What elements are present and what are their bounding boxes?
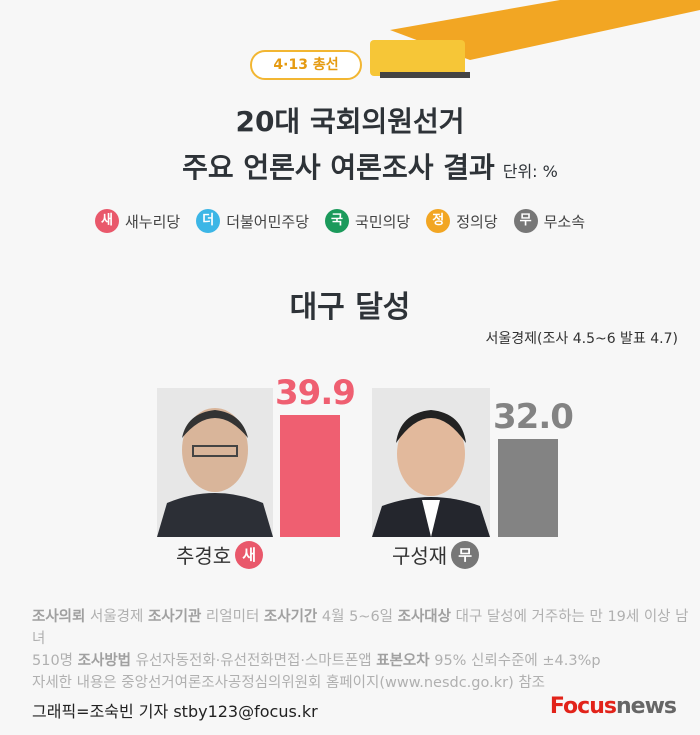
candidate-photo-2 bbox=[372, 388, 490, 537]
ballot-hand-illustration bbox=[370, 0, 700, 78]
event-label: 4·13 총선 bbox=[250, 50, 362, 80]
note-segment: 95% 신뢰수준에 ±4.3%p bbox=[429, 653, 601, 669]
candidate-name-1: 추경호 새 bbox=[176, 540, 264, 569]
note-segment: 조사대상 bbox=[397, 609, 451, 625]
bar-value-label: 39.9 bbox=[275, 372, 356, 413]
notes-line1: 조사의뢰 서울경제 조사기관 리얼미터 조사기간 4월 5~6일 조사대상 대구… bbox=[32, 606, 700, 650]
note-segment: 4월 5~6일 bbox=[317, 609, 398, 625]
poll-source: 서울경제(조사 4.5~6 발표 4.7) bbox=[485, 331, 678, 347]
bar bbox=[280, 414, 340, 537]
legend-item: 새 새누리당 bbox=[95, 209, 180, 233]
party-legend: 새 새누리당 더 더불어민주당 국 국민의당 정 정의당 무 무소속 bbox=[95, 209, 585, 233]
note-segment: 조사기관 bbox=[147, 609, 202, 625]
region-title: 대구 달성 bbox=[289, 290, 411, 325]
graphic-credit: 그래픽=조숙빈 기자 stby123@focus.kr bbox=[32, 702, 318, 721]
party-badge: 국 bbox=[325, 209, 350, 233]
legend-item: 국 국민의당 bbox=[325, 209, 410, 233]
candidate-photo-1 bbox=[157, 388, 273, 537]
note-segment: 510명 bbox=[32, 653, 78, 669]
note-segment: 표본오차 bbox=[376, 653, 430, 669]
legend-label: 새누리당 bbox=[125, 212, 181, 231]
note-segment: 대구 달성에 거주하는 만 19세 이상 남녀 bbox=[32, 609, 689, 647]
party-badge: 정 bbox=[426, 209, 451, 233]
legend-item: 더 더불어민주당 bbox=[196, 209, 309, 233]
party-badge: 무 bbox=[451, 540, 480, 569]
notes-line2: 510명 조사방법 유선자동전화·유선전화면접·스마트폰앱 표본오차 95% 신… bbox=[32, 650, 700, 672]
note-segment: 서울경제 bbox=[85, 609, 148, 625]
note-segment: 리얼미터 bbox=[201, 609, 264, 625]
unit-label: 단위: % bbox=[502, 162, 558, 181]
legend-item: 무 무소속 bbox=[513, 209, 586, 233]
legend-label: 더불어민주당 bbox=[226, 212, 310, 231]
party-badge: 더 bbox=[196, 209, 221, 233]
note-segment: 조사의뢰 bbox=[32, 609, 86, 625]
focus-news-logo: Focusnews bbox=[549, 694, 677, 719]
title-line1: 20대 국회의원선거 bbox=[235, 105, 465, 138]
legend-label: 국민의당 bbox=[355, 212, 411, 231]
candidate-name-text: 구성재 bbox=[392, 544, 448, 568]
candidate-name-text: 추경호 bbox=[176, 544, 232, 568]
legend-item: 정 정의당 bbox=[426, 209, 498, 233]
note-segment: 조사방법 bbox=[77, 653, 132, 669]
logo-gray: news bbox=[615, 694, 677, 719]
legend-label: 정의당 bbox=[456, 212, 498, 231]
candidate-name-2: 구성재 무 bbox=[392, 540, 480, 569]
note-segment: 조사기간 bbox=[263, 609, 318, 625]
party-badge: 무 bbox=[513, 209, 538, 233]
legend-label: 무소속 bbox=[543, 212, 586, 231]
note-segment: 유선자동전화·유선전화면접·스마트폰앱 bbox=[131, 653, 377, 669]
title-line2: 주요 언론사 여론조사 결과 bbox=[182, 151, 495, 184]
logo-red: Focus bbox=[549, 694, 617, 719]
party-badge: 새 bbox=[95, 209, 119, 233]
party-badge: 새 bbox=[235, 540, 264, 569]
notes-line3: 자세한 내용은 중앙선거여론조사공정심의위원회 홈페이지(www.nesdc.g… bbox=[32, 675, 546, 691]
survey-notes: 조사의뢰 서울경제 조사기관 리얼미터 조사기간 4월 5~6일 조사대상 대구… bbox=[32, 606, 700, 694]
bar-value-label: 32.0 bbox=[493, 397, 574, 438]
bar bbox=[498, 439, 558, 537]
